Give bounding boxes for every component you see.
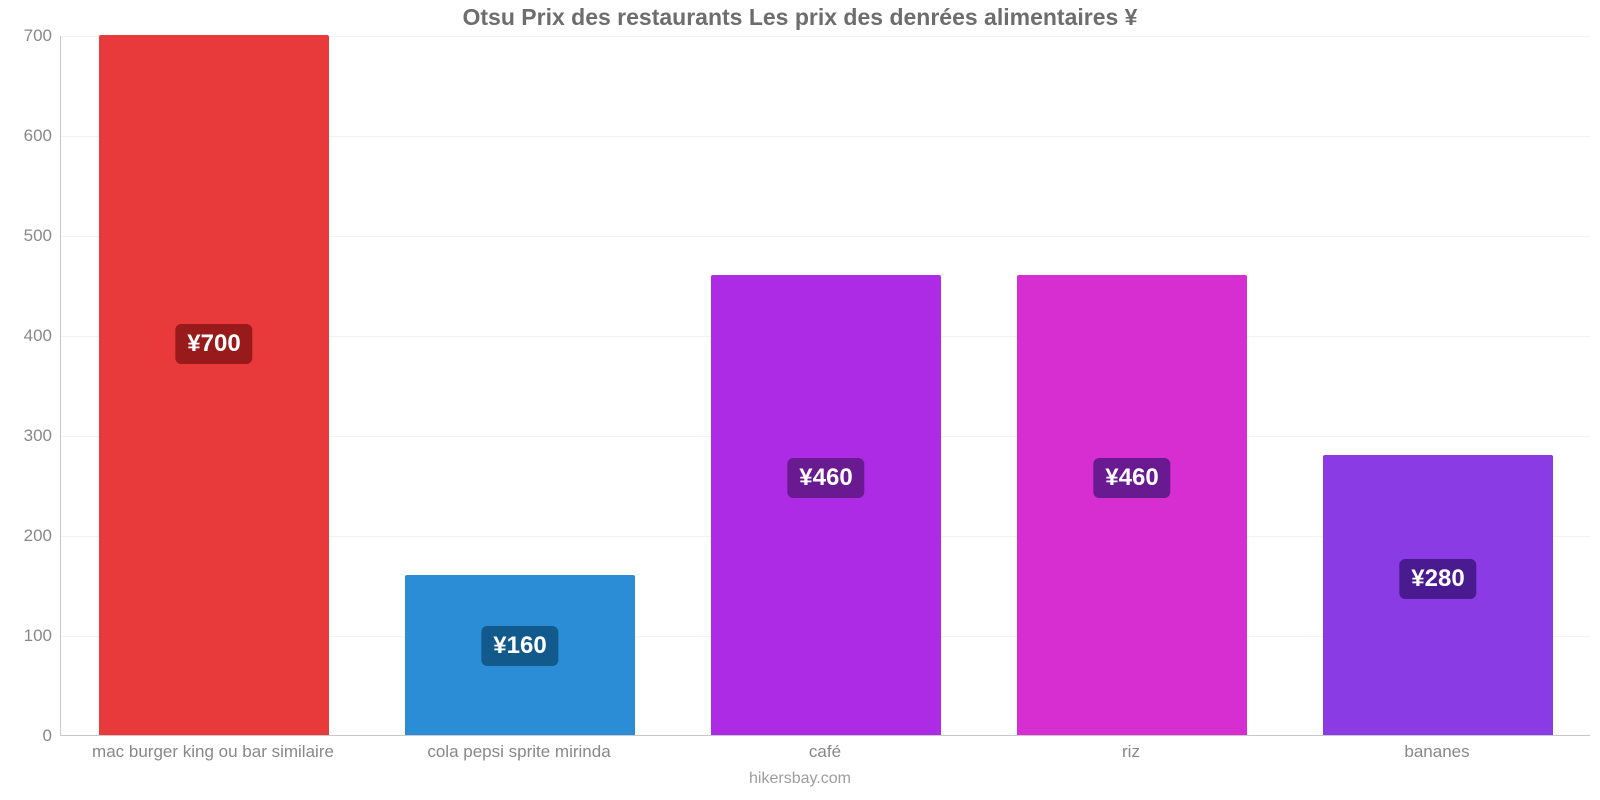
value-badge: ¥160 bbox=[481, 626, 558, 666]
value-badge: ¥460 bbox=[1093, 458, 1170, 498]
ytick-label: 200 bbox=[0, 526, 52, 546]
ytick-label: 400 bbox=[0, 326, 52, 346]
bar bbox=[99, 35, 329, 735]
xtick-label: bananes bbox=[1404, 742, 1469, 762]
ytick-label: 100 bbox=[0, 626, 52, 646]
credit-text: hikersbay.com bbox=[0, 770, 1600, 788]
ytick-label: 300 bbox=[0, 426, 52, 446]
bar bbox=[1017, 275, 1247, 735]
value-badge: ¥700 bbox=[175, 324, 252, 364]
ytick-label: 600 bbox=[0, 126, 52, 146]
ytick-label: 0 bbox=[0, 726, 52, 746]
ytick-label: 700 bbox=[0, 26, 52, 46]
xtick-label: riz bbox=[1122, 742, 1140, 762]
ytick-label: 500 bbox=[0, 226, 52, 246]
price-bar-chart: Otsu Prix des restaurants Les prix des d… bbox=[0, 0, 1600, 800]
xtick-label: cola pepsi sprite mirinda bbox=[427, 742, 610, 762]
chart-title: Otsu Prix des restaurants Les prix des d… bbox=[0, 4, 1600, 31]
xtick-label: café bbox=[809, 742, 841, 762]
xtick-label: mac burger king ou bar similaire bbox=[92, 742, 334, 762]
value-badge: ¥460 bbox=[787, 458, 864, 498]
plot-area: ¥700 ¥160 ¥460 ¥460 ¥280 bbox=[60, 36, 1590, 736]
bar bbox=[711, 275, 941, 735]
value-badge: ¥280 bbox=[1399, 559, 1476, 599]
